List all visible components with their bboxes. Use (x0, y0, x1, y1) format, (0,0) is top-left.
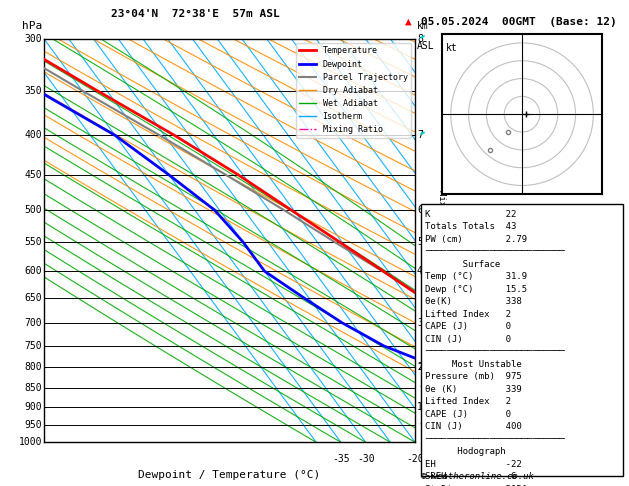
Text: 650: 650 (25, 293, 42, 303)
Text: 300: 300 (25, 34, 42, 44)
Text: Dewpoint / Temperature (°C): Dewpoint / Temperature (°C) (138, 470, 321, 481)
Text: K              22
Totals Totals  43
PW (cm)        2.79
────────────────────────: K 22 Totals Totals 43 PW (cm) 2.79 ─────… (425, 209, 565, 486)
Text: -30: -30 (357, 454, 374, 464)
Text: 900: 900 (25, 402, 42, 412)
Text: 800: 800 (25, 363, 42, 372)
Text: km: km (417, 21, 429, 31)
Text: 8: 8 (417, 34, 423, 44)
Text: 7: 7 (417, 130, 423, 140)
Text: 950: 950 (25, 420, 42, 430)
Text: 5: 5 (417, 237, 423, 247)
Text: 1000: 1000 (19, 437, 42, 447)
Text: 2–LCL: 2–LCL (417, 363, 442, 372)
Text: 05.05.2024  00GMT  (Base: 12): 05.05.2024 00GMT (Base: 12) (421, 17, 617, 27)
Text: -35: -35 (332, 454, 350, 464)
Text: ▲: ▲ (405, 17, 412, 27)
Text: 350: 350 (25, 86, 42, 96)
Text: 0: 0 (511, 454, 517, 464)
Text: -10: -10 (456, 454, 474, 464)
FancyBboxPatch shape (421, 204, 623, 476)
Legend: Temperature, Dewpoint, Parcel Trajectory, Dry Adiabat, Wet Adiabat, Isotherm, Mi: Temperature, Dewpoint, Parcel Trajectory… (296, 43, 411, 138)
Text: 20: 20 (607, 454, 619, 464)
Text: -20: -20 (406, 454, 424, 464)
Text: 550: 550 (25, 237, 42, 247)
Text: 10: 10 (558, 454, 569, 464)
Text: 3: 3 (417, 318, 423, 328)
Text: 6: 6 (417, 205, 423, 215)
Text: 500: 500 (25, 205, 42, 215)
Text: 4: 4 (417, 266, 423, 276)
Text: Mixing Ratio (g/kg): Mixing Ratio (g/kg) (437, 190, 447, 292)
Text: 450: 450 (25, 170, 42, 180)
Text: hPa: hPa (22, 21, 42, 31)
Text: 2: 2 (417, 363, 423, 372)
Text: 700: 700 (25, 318, 42, 328)
Text: 600: 600 (25, 266, 42, 276)
Text: kt: kt (445, 43, 457, 53)
Text: 23°04'N  72°38'E  57m ASL: 23°04'N 72°38'E 57m ASL (111, 9, 279, 18)
Text: 850: 850 (25, 383, 42, 393)
Text: 1: 1 (417, 402, 423, 412)
Text: ASL: ASL (417, 41, 435, 51)
Text: 400: 400 (25, 130, 42, 140)
Text: © weatheronline.co.uk: © weatheronline.co.uk (421, 472, 534, 481)
Text: 750: 750 (25, 341, 42, 351)
